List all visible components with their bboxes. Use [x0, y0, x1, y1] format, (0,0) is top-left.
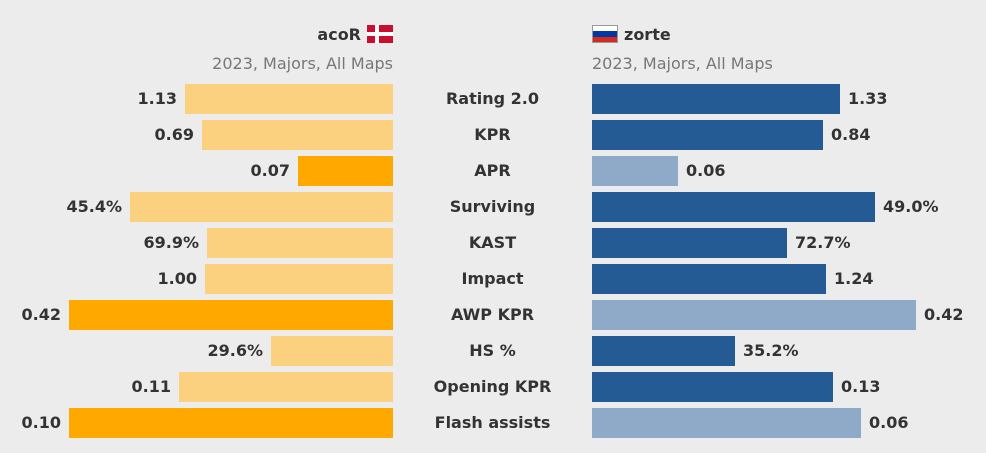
- stat-row: 0.07 APR 0.06: [0, 156, 986, 186]
- left-bar: [205, 264, 393, 294]
- stat-label: KPR: [474, 125, 511, 144]
- left-bar: [179, 372, 393, 402]
- left-value-label: 0.69: [154, 125, 194, 144]
- right-value-label: 0.42: [924, 305, 964, 324]
- left-value-label: 69.9%: [143, 233, 199, 252]
- right-player-subtitle: 2023, Majors, All Maps: [592, 54, 773, 73]
- stat-label: Rating 2.0: [445, 89, 539, 108]
- right-player-header: zorte 2023, Majors, All Maps: [592, 20, 773, 78]
- left-bar: [185, 84, 393, 114]
- right-bar: [592, 372, 833, 402]
- stat-row: 29.6% HS % 35.2%: [0, 336, 986, 366]
- stat-row: 0.11 Opening KPR 0.13: [0, 372, 986, 402]
- left-bar: [202, 120, 393, 150]
- right-value-label: 72.7%: [795, 233, 851, 252]
- left-value-label: 0.42: [21, 305, 61, 324]
- stat-label: Opening KPR: [433, 377, 552, 396]
- left-bar: [207, 228, 393, 258]
- stat-row: 0.69 KPR 0.84: [0, 120, 986, 150]
- right-bar: [592, 408, 861, 438]
- right-value-label: 35.2%: [743, 341, 799, 360]
- left-value-label: 0.10: [21, 413, 61, 432]
- stat-row: 1.00 Impact 1.24: [0, 264, 986, 294]
- left-bar: [130, 192, 393, 222]
- right-player-name: zorte: [624, 24, 671, 44]
- left-value-label: 0.11: [131, 377, 171, 396]
- stat-row: 69.9% KAST 72.7%: [0, 228, 986, 258]
- left-bar: [271, 336, 393, 366]
- left-bar: [69, 408, 393, 438]
- right-bar: [592, 264, 826, 294]
- left-bar: [69, 300, 393, 330]
- stat-label: Impact: [461, 269, 524, 288]
- right-value-label: 0.06: [686, 161, 726, 180]
- stat-label: KAST: [468, 233, 517, 252]
- stat-row: 45.4% Surviving 49.0%: [0, 192, 986, 222]
- right-value-label: 1.24: [834, 269, 874, 288]
- right-value-label: 0.06: [869, 413, 909, 432]
- right-value-label: 0.84: [831, 125, 871, 144]
- left-bar: [298, 156, 393, 186]
- stat-row: 0.42 AWP KPR 0.42: [0, 300, 986, 330]
- left-value-label: 45.4%: [66, 197, 122, 216]
- left-player-name: acoR: [317, 24, 361, 44]
- stat-label: AWP KPR: [450, 305, 535, 324]
- stat-label: Surviving: [449, 197, 536, 216]
- russia-flag-icon: [592, 25, 618, 43]
- left-value-label: 1.00: [157, 269, 197, 288]
- left-player-name-line: acoR: [212, 20, 393, 48]
- right-bar: [592, 228, 787, 258]
- right-bar: [592, 192, 875, 222]
- right-value-label: 1.33: [848, 89, 888, 108]
- right-value-label: 0.13: [841, 377, 881, 396]
- left-value-label: 1.13: [137, 89, 177, 108]
- stat-row: 0.10 Flash assists 0.06: [0, 408, 986, 438]
- left-player-header: acoR 2023, Majors, All Maps: [212, 20, 393, 78]
- right-bar: [592, 120, 823, 150]
- right-bar: [592, 156, 678, 186]
- left-value-label: 0.07: [250, 161, 290, 180]
- stat-row: 1.13 Rating 2.0 1.33: [0, 84, 986, 114]
- comparison-chart: 1.13 Rating 2.0 1.33 0.69 KPR 0.84 0.07 APR 0.06…: [0, 84, 986, 444]
- denmark-flag-icon: [367, 25, 393, 43]
- stat-label: APR: [474, 161, 511, 180]
- right-bar: [592, 300, 916, 330]
- right-player-name-line: zorte: [592, 20, 773, 48]
- stat-label: HS %: [469, 341, 516, 360]
- left-player-subtitle: 2023, Majors, All Maps: [212, 54, 393, 73]
- right-bar: [592, 336, 735, 366]
- left-value-label: 29.6%: [207, 341, 263, 360]
- right-bar: [592, 84, 840, 114]
- right-value-label: 49.0%: [883, 197, 939, 216]
- stat-label: Flash assists: [434, 413, 551, 432]
